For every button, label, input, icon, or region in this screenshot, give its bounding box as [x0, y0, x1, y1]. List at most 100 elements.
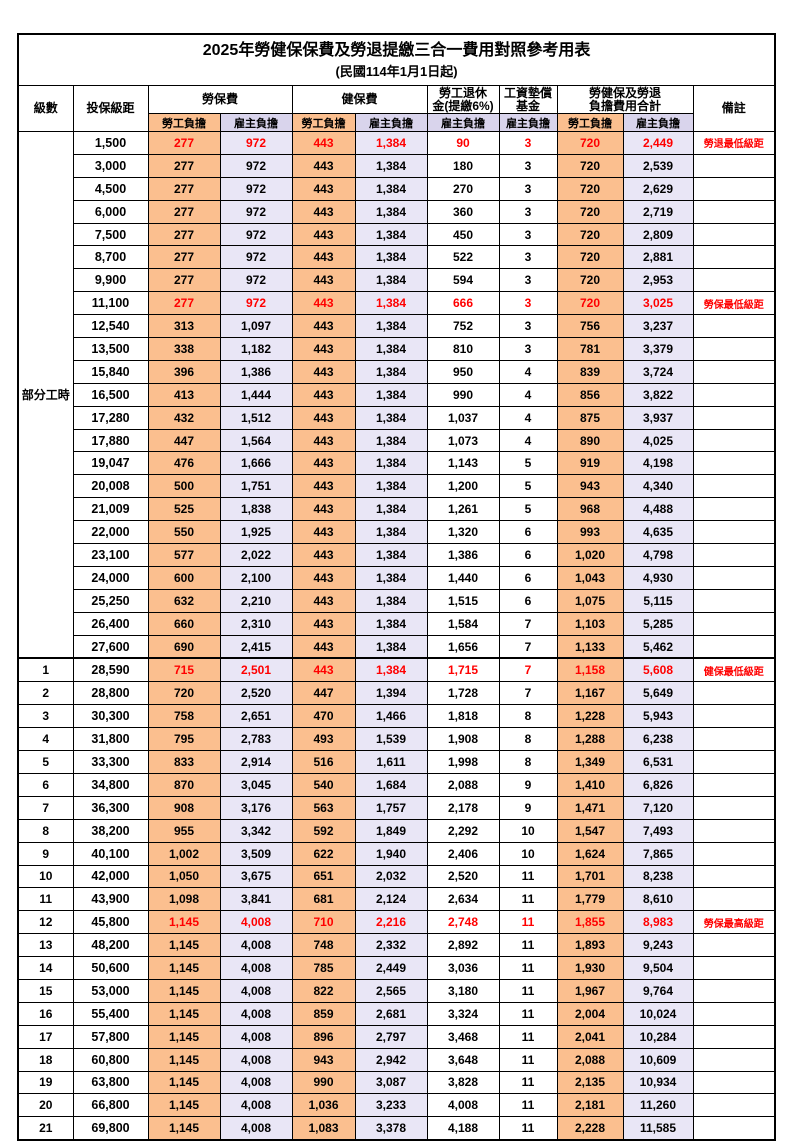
fee-cell: 1,145: [147, 910, 221, 935]
fee-cell: 2,088: [556, 1047, 624, 1072]
fee-cell: 972: [219, 291, 293, 316]
fee-cell: 1,384: [354, 359, 428, 384]
remark-cell: [692, 772, 776, 797]
fee-cell: 5: [498, 451, 558, 476]
table-row: 20 66,800 1,145 4,008 1,036 3,233 4,008 11 2,181…: [17, 1093, 776, 1118]
bracket-cell: 55,400: [72, 1001, 149, 1026]
fee-cell: 5,462: [622, 634, 694, 659]
fee-cell: 577: [147, 543, 221, 567]
fee-cell: 443: [291, 337, 356, 361]
fee-cell: 476: [147, 451, 221, 476]
fee-cell: 993: [556, 520, 624, 545]
col-header-remark: 備註: [692, 85, 776, 132]
table-row: 22,000 550 1,925 443 1,384 1,320 6 993 4,635: [18, 520, 776, 545]
fee-cell: 6,531: [622, 750, 694, 774]
fee-cell: 413: [147, 382, 221, 407]
fee-cell: 3,379: [622, 337, 694, 361]
fee-cell: 3,648: [426, 1047, 500, 1072]
remark-cell: [692, 428, 776, 453]
fee-cell: 8,610: [622, 887, 694, 912]
fee-cell: 11: [498, 1001, 558, 1026]
fee-cell: 277: [147, 176, 221, 201]
fee-cell: 2,748: [426, 910, 500, 935]
fee-cell: 2,651: [219, 704, 293, 729]
fee-cell: 11: [498, 887, 558, 912]
table-row: 5 33,300 833 2,914 516 1,611 1,998 8 1,349 6,531: [17, 750, 776, 774]
pension-line2: 金(提繳6%): [432, 98, 494, 113]
fee-cell: 10,024: [622, 1001, 694, 1026]
fee-cell: 313: [147, 314, 221, 339]
remark-cell: [692, 1116, 776, 1141]
fee-cell: 1,384: [354, 428, 428, 453]
sub-header-row: 勞工負擔 雇主負擔 勞工負擔 雇主負擔 雇主負擔 雇主負擔 勞工負擔 雇主負擔: [18, 113, 775, 132]
fee-cell: 11,585: [622, 1116, 694, 1141]
fee-cell: 3,036: [426, 956, 500, 980]
remark-cell: [692, 451, 776, 476]
fee-cell: 1,384: [354, 657, 428, 683]
fee-cell: 3: [498, 199, 558, 224]
fee-cell: 870: [147, 772, 221, 797]
bracket-cell: 42,000: [72, 864, 149, 889]
fee-cell: 1,384: [354, 382, 428, 407]
fee-cell: 432: [147, 405, 221, 430]
bracket-cell: 30,300: [72, 704, 149, 729]
fee-cell: 1,998: [426, 750, 500, 774]
level-cell: 21: [17, 1116, 74, 1141]
level-cell: 1: [17, 657, 74, 683]
total-line2: 負擔費用合計: [588, 98, 661, 113]
fee-cell: 4,008: [219, 1024, 293, 1049]
fee-cell: 443: [291, 131, 356, 155]
table-row: 16,500 413 1,444 443 1,384 990 4 856 3,822: [18, 382, 776, 407]
remark-cell: [692, 704, 776, 729]
fee-cell: 2,406: [426, 841, 500, 866]
fee-cell: 1,893: [556, 933, 624, 958]
fee-cell: 896: [291, 1024, 356, 1049]
table-row: 3 30,300 758 2,651 470 1,466 1,818 8 1,228 5,943: [17, 704, 776, 729]
fee-cell: 4,008: [219, 1070, 293, 1095]
fee-cell: 1,349: [556, 750, 624, 774]
subheader-health-employee: 勞工負擔: [291, 113, 356, 132]
fee-cell: 1,384: [354, 268, 428, 293]
fee-cell: 563: [291, 795, 356, 820]
table-row: 13 48,200 1,145 4,008 748 2,332 2,892 11 1,893 9,…: [17, 933, 776, 958]
subheader-labor-employer: 雇主負擔: [219, 113, 293, 132]
fee-cell: 592: [291, 818, 356, 843]
fee-cell: 1,143: [426, 451, 500, 476]
fee-cell: 875: [556, 405, 624, 430]
fee-cell: 681: [291, 887, 356, 912]
table-row: 19,047 476 1,666 443 1,384 1,143 5 919 4,198: [18, 451, 776, 476]
remark-cell: [692, 520, 776, 545]
fee-cell: 10: [498, 818, 558, 843]
fee-cell: 10: [498, 841, 558, 866]
level-cell: 5: [17, 750, 74, 774]
remark-cell: 勞保最低級距: [692, 291, 776, 316]
col-header-labor-fee: 勞保費: [147, 85, 293, 114]
fee-cell: 11: [498, 933, 558, 958]
fee-cell: 1,838: [219, 497, 293, 522]
fee-cell: 3,378: [354, 1116, 428, 1141]
table-body: 部分工時 1,500 277 972 443 1,384 90 3 720 2,449 勞退最低級距…: [17, 131, 776, 1141]
fee-cell: 1,073: [426, 428, 500, 453]
fee-cell: 1,728: [426, 681, 500, 706]
bracket-cell: 8,700: [72, 245, 149, 270]
fee-cell: 5,649: [622, 681, 694, 706]
fee-cell: 968: [556, 497, 624, 522]
table-row: 1 28,590 715 2,501 443 1,384 1,715 7 1,158 5,608 健…: [17, 657, 776, 683]
fee-cell: 2,539: [622, 153, 694, 178]
fee-cell: 1,384: [354, 131, 428, 155]
fee-cell: 3,509: [219, 841, 293, 866]
fee-cell: 1,384: [354, 405, 428, 430]
fee-cell: 972: [219, 268, 293, 293]
fee-cell: 270: [426, 176, 500, 201]
fee-cell: 11: [498, 956, 558, 980]
remark-cell: [692, 382, 776, 407]
fee-cell: 8,238: [622, 864, 694, 889]
table-row: 15 53,000 1,145 4,008 822 2,565 3,180 11 1,967 9,…: [17, 978, 776, 1003]
fee-cell: 6: [498, 520, 558, 545]
fee-cell: 1,384: [354, 337, 428, 361]
fee-cell: 1,103: [556, 611, 624, 636]
fee-cell: 2,634: [426, 887, 500, 912]
fee-cell: 2,041: [556, 1024, 624, 1049]
fee-cell: 7: [498, 657, 558, 683]
col-header-level: 級數: [17, 85, 74, 132]
